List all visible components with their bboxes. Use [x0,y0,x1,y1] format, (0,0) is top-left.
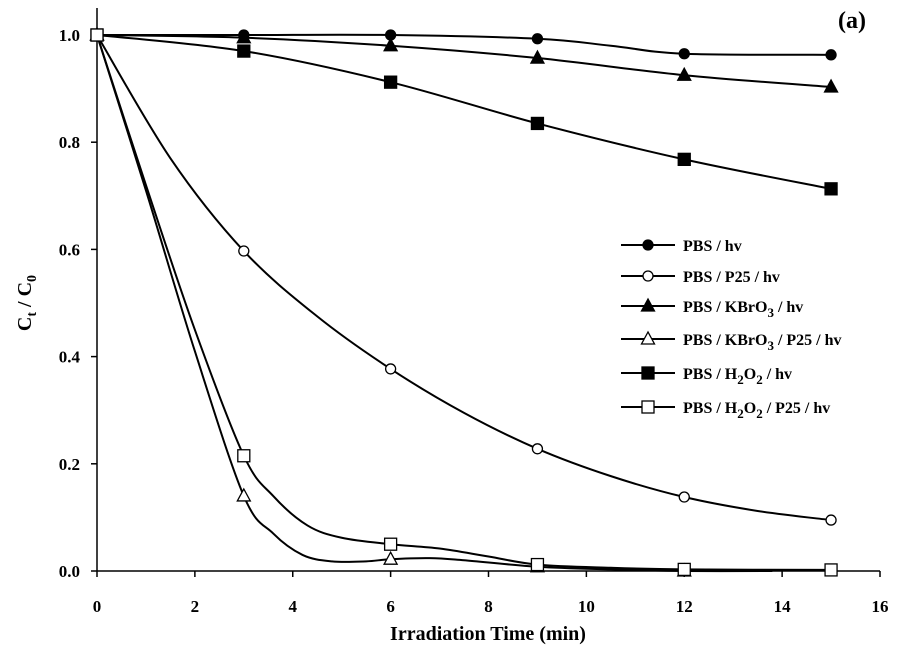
series-5 [90,28,838,196]
series-line [96,34,832,522]
data-point [383,550,399,565]
series-layer [89,26,839,577]
series-line [96,34,832,88]
legend-label-part: O [744,366,756,383]
data-point [678,48,690,60]
series-3 [89,26,839,93]
legend-label-part: PBS / KBrO [683,299,767,316]
legend-label-subscript: 2 [737,406,744,421]
x-tick-label: 6 [386,597,395,616]
legend-marker [640,297,656,312]
data-point [824,182,838,196]
data-point [237,44,251,58]
legend-marker [640,330,656,345]
legend-label-subscript: 2 [737,372,744,387]
legend-label-part: PBS / hv [683,238,742,255]
legend-label-part: PBS / H [683,366,738,383]
data-point [383,75,398,89]
legend-label: PBS / KBrO3 / hv [683,299,803,320]
y-axis-title-sub2: 0 [25,275,40,282]
data-point [825,49,837,61]
x-tick-label: 14 [774,597,792,616]
legend-label-subscript: 2 [756,372,763,387]
legend-label-subscript: 3 [767,338,774,353]
legend-label: PBS / P25 / hv [683,269,780,286]
data-point [530,116,545,131]
data-point [678,491,690,503]
legend-label-part: / P25 / hv [774,332,842,349]
y-tick-label: 1.0 [59,26,80,45]
y-tick-label: 0.6 [59,240,80,259]
y-axis-title-sub1: t [25,312,40,317]
y-tick-label: 0.8 [59,133,80,152]
series-line [96,34,773,573]
data-point [236,29,252,44]
x-tick-label: 4 [289,597,298,616]
legend-marker [642,239,654,251]
legend-item: PBS / KBrO3 / P25 / hv [621,330,842,353]
axes: 0 2 4 6 8 10 12 14 16 0.0 0.2 0.4 0.6 0.8 1.0 [59,8,889,616]
legend-item: PBS / KBrO3 / hv [621,297,803,320]
legend-label-part: / hv [763,366,792,383]
legend-label-subscript: 2 [756,406,763,421]
data-point [677,562,691,577]
data-point [384,363,397,375]
legend-label-part: O [744,400,756,417]
x-axis-title: Irradiation Time (min) [390,623,586,645]
legend-label-subscript: 3 [767,305,774,320]
x-tick-label: 8 [484,597,493,616]
y-tick-label: 0.2 [59,455,80,474]
legend-label-part: / hv [774,299,803,316]
data-point [530,557,545,572]
data-point [236,487,252,502]
legend-label-part: PBS / H [683,400,738,417]
legend-label-part: PBS / P25 / hv [683,269,780,286]
x-tick-label: 0 [93,597,102,616]
y-tick-label: 0.4 [59,348,81,367]
legend-item: PBS / H2O2 / hv [621,366,792,387]
data-point [90,28,104,42]
legend-marker [642,270,654,282]
data-point [824,563,838,577]
legend-label-part: PBS / KBrO [683,332,767,349]
data-point [676,66,692,81]
y-axis-title: Ct / C0 [14,275,40,331]
y-axis-title-main: C [14,317,36,331]
legend-item: PBS / H2O2 / P25 / hv [621,400,830,421]
data-point [823,78,839,93]
x-tick-label: 16 [872,597,889,616]
x-tick-label: 2 [191,597,200,616]
data-point [531,33,544,45]
data-point [531,443,544,455]
data-point [237,449,251,463]
y-axis-title-sep: / C [14,282,36,312]
data-point [529,49,546,64]
series-line [96,34,832,571]
legend-marker [641,400,655,414]
legend-item: PBS / P25 / hv [621,269,780,286]
legend-label: PBS / H2O2 / P25 / hv [683,400,830,421]
x-tick-label: 12 [676,597,693,616]
legend-label: PBS / KBrO3 / P25 / hv [683,332,842,353]
data-point [383,37,399,52]
legend-item: PBS / hv [621,238,742,255]
data-point [383,537,398,551]
series-6 [90,28,838,577]
y-tick-label: 0.0 [59,562,80,581]
x-tick-label: 10 [578,597,595,616]
data-point [825,514,837,526]
series-line [96,34,832,190]
data-point [238,245,250,257]
legend-label: PBS / H2O2 / hv [683,366,792,387]
legend-label-part: / P25 / hv [763,400,831,417]
legend-marker [641,366,655,380]
panel-label: (a) [838,8,866,34]
data-point [677,152,691,167]
legend-label: PBS / hv [683,238,742,255]
